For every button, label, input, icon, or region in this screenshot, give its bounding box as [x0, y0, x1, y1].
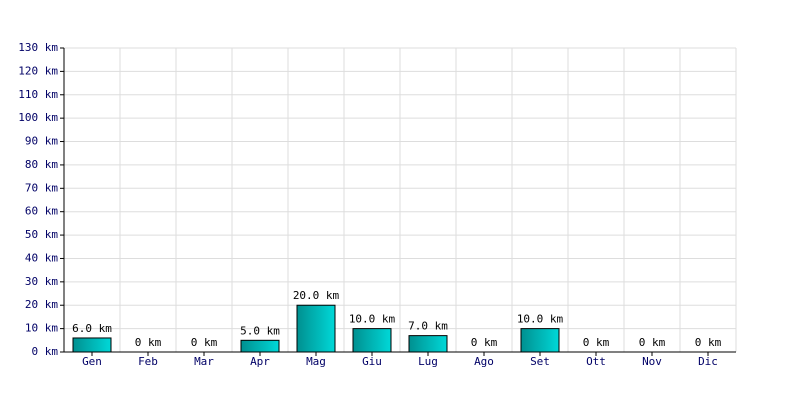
y-tick-label: 10 km [25, 322, 58, 335]
y-tick-label: 120 km [18, 64, 58, 77]
value-label: 0 km [191, 336, 218, 349]
value-label: 0 km [695, 336, 722, 349]
bar [296, 304, 336, 353]
value-label: 0 km [135, 336, 162, 349]
bar [352, 328, 392, 353]
x-tick-label: Lug [418, 355, 438, 368]
y-tick-label: 50 km [25, 228, 58, 241]
x-tick-label: Apr [250, 355, 270, 368]
x-tick-label: Feb [138, 355, 158, 368]
x-tick-label: Mag [306, 355, 326, 368]
y-tick-label: 0 km [32, 345, 59, 358]
x-tick-label: Set [530, 355, 550, 368]
y-tick-label: 70 km [25, 181, 58, 194]
x-tick-label: Gen [82, 355, 102, 368]
value-label: 0 km [471, 336, 498, 349]
y-tick-label: 100 km [18, 111, 58, 124]
x-tick-label: Ott [586, 355, 606, 368]
bar [520, 328, 560, 353]
y-tick-label: 130 km [18, 41, 58, 54]
value-label: 6.0 km [72, 322, 112, 335]
y-tick-label: 20 km [25, 298, 58, 311]
y-tick-label: 30 km [25, 275, 58, 288]
x-tick-label: Nov [642, 355, 662, 368]
x-tick-label: Giu [362, 355, 382, 368]
value-label: 10.0 km [349, 313, 396, 326]
value-label: 7.0 km [408, 320, 448, 333]
x-tick-label: Mar [194, 355, 214, 368]
y-tick-label: 110 km [18, 88, 58, 101]
bar [240, 339, 280, 353]
value-label: 5.0 km [240, 324, 280, 337]
value-label: 10.0 km [517, 313, 564, 326]
x-tick-label: Ago [474, 355, 494, 368]
value-label: 0 km [583, 336, 610, 349]
bar [408, 335, 448, 353]
value-label: 20.0 km [293, 289, 340, 302]
y-tick-label: 90 km [25, 135, 58, 148]
x-tick-label: Dic [698, 355, 718, 368]
bar [72, 337, 112, 353]
y-tick-label: 40 km [25, 251, 58, 264]
y-tick-label: 80 km [25, 158, 58, 171]
y-tick-label: 60 km [25, 205, 58, 218]
value-label: 0 km [639, 336, 666, 349]
